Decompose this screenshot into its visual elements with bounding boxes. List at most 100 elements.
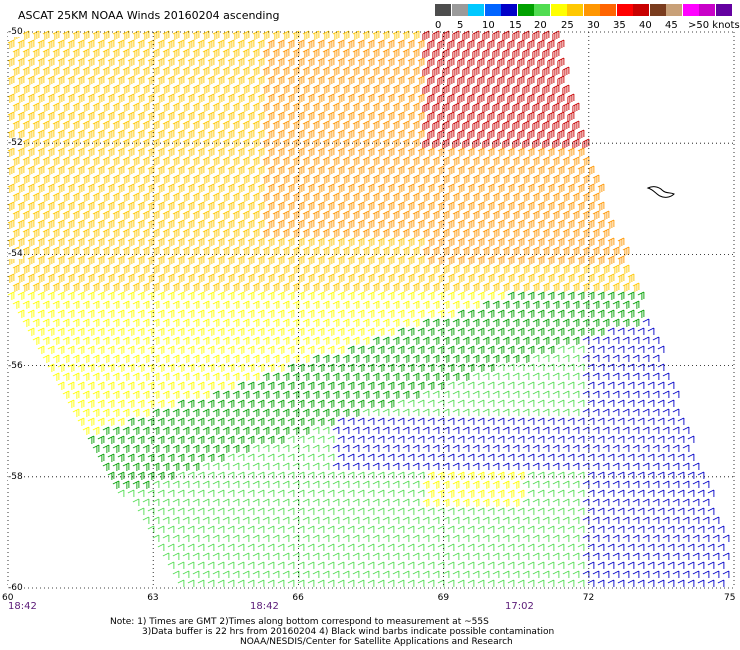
wind-barb	[638, 544, 644, 551]
wind-barb	[558, 400, 564, 407]
wind-barb	[488, 436, 494, 443]
wind-barb	[313, 391, 319, 399]
wind-barb	[608, 328, 614, 335]
wind-barb	[663, 373, 669, 380]
wind-barb	[68, 220, 74, 229]
wind-barb	[213, 571, 219, 578]
wind-barb	[233, 553, 239, 560]
wind-barb	[583, 463, 589, 470]
wind-barb	[228, 490, 234, 497]
wind-barb	[418, 400, 424, 407]
wind-barb	[168, 328, 174, 336]
wind-barb	[23, 283, 29, 292]
wind-barb	[378, 112, 384, 121]
wind-barb	[618, 364, 624, 371]
wind-barb	[608, 454, 614, 461]
wind-barb	[493, 283, 499, 292]
wind-barb	[418, 436, 424, 443]
wind-barb	[113, 337, 119, 345]
wind-barb	[338, 382, 344, 390]
wind-barb	[533, 553, 539, 560]
wind-barb	[283, 499, 289, 506]
wind-barb	[463, 175, 469, 184]
wind-barb	[323, 301, 329, 309]
wind-barb	[188, 238, 194, 247]
wind-barb	[403, 337, 409, 345]
wind-barb	[198, 544, 204, 551]
wind-barb	[13, 229, 19, 238]
wind-barb	[58, 76, 64, 85]
wind-barb	[128, 418, 134, 426]
wind-barb	[323, 409, 329, 417]
wind-barb	[133, 31, 139, 40]
wind-barb	[323, 337, 329, 345]
wind-barb	[38, 112, 44, 121]
wind-barb	[548, 292, 554, 300]
wind-barb	[343, 121, 349, 130]
wind-barb	[498, 454, 504, 461]
wind-barb	[233, 265, 239, 274]
wind-barb	[303, 31, 309, 40]
wind-barb	[608, 256, 614, 265]
wind-barb	[183, 445, 189, 453]
wind-barb	[428, 490, 434, 498]
wind-barb	[103, 139, 109, 148]
wind-barb	[418, 418, 424, 425]
wind-barb	[268, 40, 274, 49]
wind-barb	[173, 247, 179, 256]
wind-barb	[643, 355, 649, 362]
wind-barb	[188, 130, 194, 139]
wind-barb	[613, 373, 619, 380]
wind-barb	[373, 499, 379, 506]
wind-barb	[68, 256, 74, 265]
wind-barb	[208, 346, 214, 354]
wind-barb	[528, 580, 534, 587]
wind-barb	[543, 391, 549, 398]
wind-barb	[688, 544, 694, 551]
wind-barb	[393, 463, 399, 470]
wind-barb	[223, 49, 229, 58]
wind-barb	[328, 94, 334, 103]
wind-barb	[333, 391, 339, 399]
wind-barb	[568, 364, 574, 371]
wind-barb	[163, 355, 169, 363]
wind-barb	[558, 58, 564, 68]
wind-barb	[523, 265, 529, 274]
wind-barb	[343, 517, 349, 524]
wind-barb	[488, 310, 494, 318]
wind-barb	[123, 49, 129, 58]
wind-barb	[168, 454, 174, 462]
wind-barb	[103, 49, 109, 58]
wind-barb	[633, 301, 639, 309]
wind-barb	[458, 238, 464, 247]
wind-barb	[433, 139, 439, 149]
wind-barb	[473, 445, 479, 452]
wind-barb	[513, 391, 519, 398]
wind-barb	[393, 193, 399, 202]
wind-barb	[613, 355, 619, 362]
wind-barb	[483, 391, 489, 398]
wind-barb	[418, 580, 424, 587]
wind-barb	[558, 454, 564, 461]
wind-barb	[518, 130, 524, 140]
wind-barb	[378, 418, 384, 425]
wind-barb	[93, 337, 99, 345]
wind-barb	[233, 571, 239, 578]
wind-barb	[413, 193, 419, 202]
wind-barb	[348, 202, 354, 211]
wind-barb	[418, 544, 424, 551]
wind-barb	[433, 265, 439, 274]
wind-barb	[458, 256, 464, 265]
wind-barb	[288, 346, 294, 354]
wind-barb	[203, 67, 209, 76]
wind-barb	[663, 517, 669, 524]
wind-barb	[28, 220, 34, 229]
wind-barb	[263, 499, 269, 506]
wind-barb	[98, 256, 104, 265]
wind-barb	[173, 391, 179, 399]
wind-barb	[633, 409, 639, 416]
wind-barb	[223, 517, 229, 524]
wind-barb	[658, 454, 664, 461]
wind-barb	[278, 202, 284, 211]
wind-barb	[98, 94, 104, 103]
